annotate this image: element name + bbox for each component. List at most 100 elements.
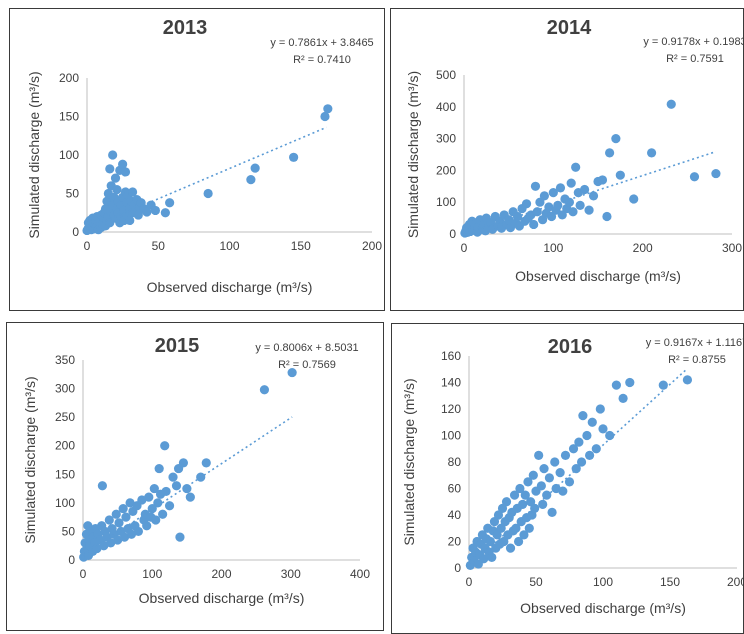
data-point (535, 197, 545, 207)
y-tick-label: 350 (55, 353, 75, 367)
x-tick-label: 50 (152, 239, 166, 253)
data-point (575, 200, 585, 210)
scatter-panel-2016: 2016 y = 0.9167x + 1.1167 R² = 0.8755 0 50 10… (391, 323, 744, 634)
data-point (323, 104, 333, 114)
data-point (505, 543, 516, 553)
data-point (519, 530, 529, 540)
data-point (178, 458, 189, 468)
data-point (605, 148, 615, 158)
data-point (150, 205, 160, 216)
data-point (564, 197, 575, 207)
trendline (86, 126, 327, 230)
data-point (182, 483, 192, 494)
y-tick-label: 400 (436, 100, 456, 114)
scatter-panel-2013: 2013 y = 0.7861x + 3.8465 R² = 0.7410 0 50 10… (9, 8, 385, 311)
data-point (151, 515, 161, 525)
data-point (108, 150, 118, 160)
data-point (539, 191, 549, 201)
data-point (495, 216, 505, 226)
data-point (496, 523, 506, 533)
data-point (489, 517, 500, 527)
y-tick-label: 200 (59, 71, 79, 85)
data-point (547, 507, 557, 517)
data-point (118, 159, 128, 169)
data-point (160, 441, 170, 451)
chart-title: 2014 (547, 17, 592, 39)
data-point (492, 530, 502, 540)
scatter-chart-2014: 2014 y = 0.9178x + 0.1983 R² = 0.7591 0 100 2… (405, 17, 743, 284)
x-tick-label: 0 (80, 567, 87, 581)
y-tick-label: 150 (55, 467, 75, 481)
data-point (250, 163, 260, 173)
x-axis-label: Observed discharge (m³/s) (515, 268, 681, 284)
data-point (625, 377, 635, 388)
data-point (497, 503, 508, 513)
y-tick-label: 500 (436, 68, 456, 82)
scatter-panel-2014: 2014 y = 0.9178x + 0.1983 R² = 0.7591 0 100 2… (390, 8, 744, 311)
data-point (515, 483, 525, 494)
y-tick-label: 80 (448, 455, 462, 469)
data-point (113, 535, 123, 545)
x-tick-label: 0 (466, 575, 473, 589)
y-tick-label: 100 (436, 195, 456, 209)
data-point (120, 167, 131, 177)
x-axis-label: Observed discharge (m³/s) (520, 600, 686, 616)
x-tick-label: 200 (362, 239, 382, 253)
data-point (126, 529, 137, 539)
data-point (203, 188, 213, 199)
data-point (582, 430, 592, 441)
data-point (524, 523, 534, 533)
y-tick-label: 160 (441, 349, 461, 363)
y-tick-label: 120 (441, 402, 461, 416)
data-point (479, 554, 489, 564)
data-point (493, 510, 504, 520)
data-point (110, 173, 121, 183)
data-point (171, 481, 182, 491)
data-point (553, 200, 563, 210)
y-tick-label: 0 (454, 561, 461, 575)
trendline (468, 369, 687, 568)
data-point (287, 367, 297, 378)
x-axis-label: Observed discharge (m³/s) (147, 279, 313, 295)
data-point (530, 503, 540, 513)
x-tick-label: 100 (142, 567, 162, 581)
data-point (518, 499, 528, 509)
trendline (463, 150, 717, 235)
data-point (526, 497, 536, 507)
data-point (548, 188, 558, 198)
data-point (557, 210, 567, 220)
data-point (555, 468, 565, 478)
data-point (578, 411, 588, 421)
x-tick-label: 200 (211, 567, 231, 581)
trendline-equation: y = 0.8006x + 8.5031 (255, 342, 358, 354)
data-point (534, 450, 544, 460)
x-tick-label: 200 (633, 241, 653, 255)
data-point (165, 198, 175, 208)
data-point (521, 199, 532, 209)
data-point (133, 210, 143, 220)
data-point (164, 501, 175, 511)
data-point (591, 444, 601, 454)
data-point (128, 187, 138, 197)
data-point (546, 211, 557, 222)
data-point (137, 495, 147, 505)
data-point (501, 497, 512, 507)
data-point (564, 477, 575, 487)
y-tick-label: 0 (72, 225, 79, 239)
data-point (160, 208, 170, 218)
data-point (618, 393, 628, 403)
data-point (112, 185, 122, 195)
x-tick-label: 400 (350, 567, 370, 581)
data-point (544, 473, 554, 483)
data-point (104, 515, 114, 525)
data-point (580, 184, 590, 195)
data-point (125, 215, 135, 226)
data-point (92, 543, 102, 554)
y-tick-label: 60 (448, 482, 462, 496)
data-point (576, 457, 587, 467)
scatter-chart-2015: 2015 y = 0.8006x + 8.5031 R² = 0.7569 0 100 2… (22, 335, 370, 606)
x-tick-label: 100 (543, 241, 563, 255)
data-point (558, 486, 568, 496)
data-point (485, 536, 496, 547)
data-point (97, 481, 107, 491)
